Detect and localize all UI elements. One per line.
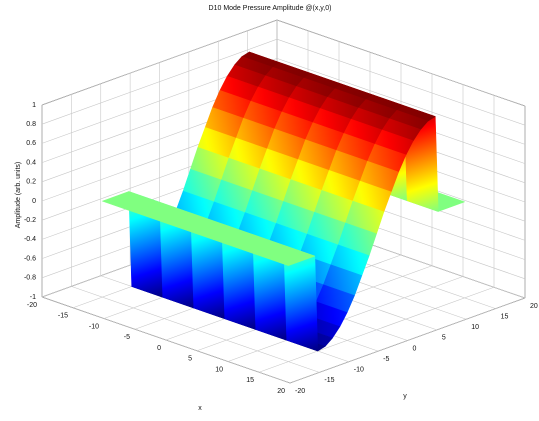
surface (102, 51, 465, 352)
y-tick-label: -5 (383, 356, 389, 363)
grid-line (41, 38, 278, 125)
z-tick-label: 1 (32, 102, 36, 109)
x-tick-label: 5 (188, 356, 192, 363)
y-tick-label: 10 (471, 324, 479, 331)
z-tick-label: 0.6 (26, 140, 36, 147)
y-tick-label: -15 (324, 377, 334, 384)
grid-line (41, 19, 278, 106)
surface-patch (257, 245, 316, 266)
y-tick-label: 5 (442, 335, 446, 342)
grid-line (71, 286, 320, 373)
chart-title: D10 Mode Pressure Amplitude @(x,y,0) (209, 5, 332, 12)
z-tick-label: -0.6 (24, 255, 36, 262)
y-axis-label: y (403, 393, 407, 400)
z-tick-label: -0.2 (24, 217, 36, 224)
x-axis-label: x (198, 405, 202, 412)
x-tick-label: -5 (124, 334, 130, 341)
y-tick-label: -10 (354, 367, 364, 374)
x-tick-label: -10 (89, 323, 99, 330)
z-axis-label: Amplitude (arb. units) (15, 162, 22, 229)
x-tick-label: 10 (215, 366, 223, 373)
grid-line (276, 38, 526, 126)
y-tick-label: 15 (501, 313, 509, 320)
z-tick-label: -0.4 (24, 236, 36, 243)
y-tick-label: 20 (530, 303, 538, 310)
grid-line (276, 58, 526, 145)
x-tick-label: -20 (27, 302, 37, 309)
y-tick-label: 0 (413, 345, 417, 352)
z-tick-label: -1 (30, 294, 36, 301)
y-tick-label: -20 (295, 388, 305, 395)
z-tick-label: -0.8 (24, 275, 36, 282)
z-tick-label: 0.4 (26, 159, 36, 166)
z-tick-label: 0 (32, 198, 36, 205)
grid-line (41, 296, 291, 384)
x-tick-label: 0 (157, 345, 161, 352)
x-tick-label: -15 (58, 313, 68, 320)
z-tick-label: 0.2 (26, 179, 36, 186)
x-tick-label: 20 (277, 388, 285, 395)
grid-line (276, 19, 526, 107)
x-tick-label: 15 (246, 377, 254, 384)
z-tick-label: 0.8 (26, 121, 36, 128)
